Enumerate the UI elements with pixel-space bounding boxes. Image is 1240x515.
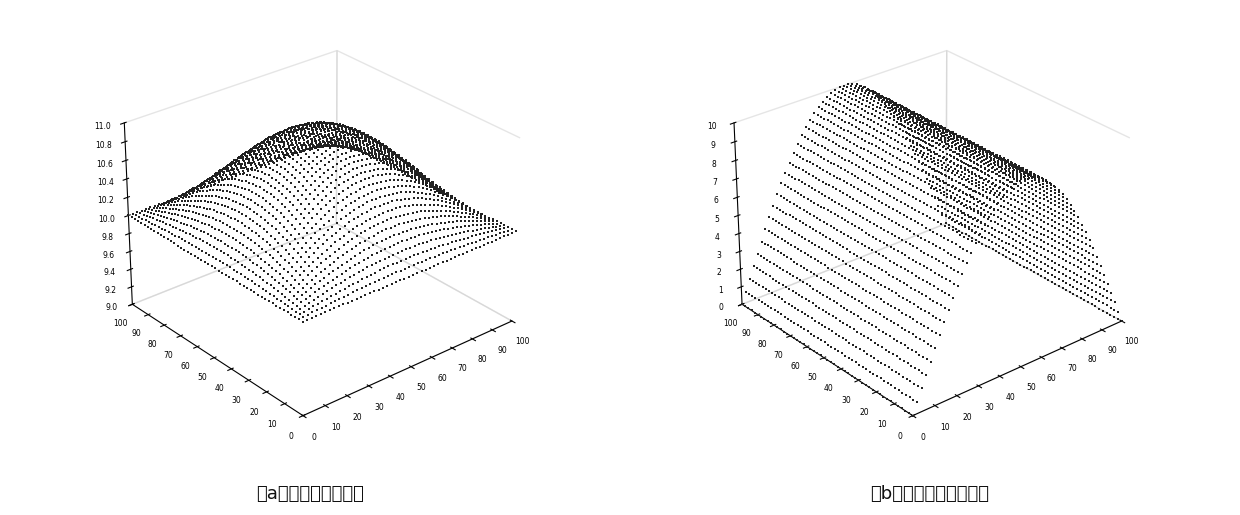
Text: （b）正弦柱函数离散值: （b）正弦柱函数离散值	[870, 486, 990, 503]
Text: （a）均布函数离散值: （a）均布函数离散值	[257, 486, 363, 503]
